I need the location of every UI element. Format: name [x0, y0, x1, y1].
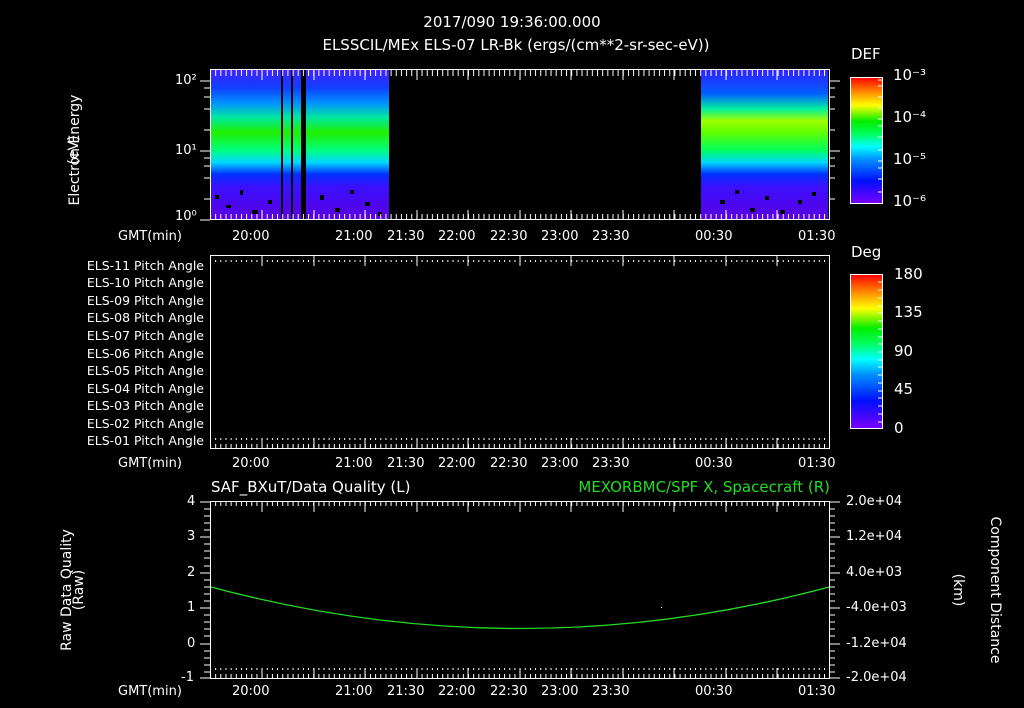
xtick: 00:30 [695, 684, 733, 699]
xtick: 21:30 [387, 684, 425, 699]
xtick: 23:30 [592, 456, 630, 471]
xtick: 21:00 [335, 229, 373, 244]
xtick: 22:00 [438, 684, 476, 699]
colorbar-def-tick: 10⁻⁴ [893, 108, 927, 126]
ytick-right: -2.0e+04 [846, 670, 907, 685]
panel3-ylabel-right: Component Distance [982, 500, 1003, 680]
row-label: ELS-10 Pitch Angle [86, 275, 204, 290]
spectrogram-data-right [701, 70, 828, 219]
panel1-xaxis-label: GMT(min) [118, 229, 182, 244]
xtick: 01:30 [798, 684, 836, 699]
xtick: 21:30 [387, 229, 425, 244]
xtick: 22:00 [438, 229, 476, 244]
panel3-right-title: MEXORBMC/SPF X, Spacecraft (R) [578, 478, 830, 496]
xtick: 22:30 [490, 229, 528, 244]
ytick-right: 4.0e+03 [846, 565, 903, 580]
panel3-yunit-right-text: (km) [950, 573, 966, 607]
xtick: 22:00 [438, 456, 476, 471]
ytick-left: 4 [187, 494, 196, 509]
xtick: 23:00 [541, 229, 579, 244]
plot-title: ELSSCIL/MEx ELS-07 LR-Bk (ergs/(cm**2-sr… [322, 36, 710, 54]
row-label: ELS-08 Pitch Angle [86, 310, 204, 325]
row-label: ELS-03 Pitch Angle [86, 398, 204, 413]
row-label: ELS-06 Pitch Angle [86, 346, 204, 361]
ytick-left: 2 [187, 565, 196, 580]
panel1-ytick-100: 10² [175, 73, 197, 88]
spectrogram-data-left [211, 70, 389, 219]
ytick-left: 3 [187, 529, 196, 544]
panel1-ytick-1: 10⁰ [175, 209, 197, 224]
xtick: 23:00 [541, 456, 579, 471]
xtick: 20:00 [232, 229, 270, 244]
row-label: ELS-02 Pitch Angle [86, 416, 204, 431]
row-label: ELS-09 Pitch Angle [86, 293, 204, 308]
xtick: 23:00 [541, 684, 579, 699]
row-label: ELS-07 Pitch Angle [86, 328, 204, 343]
xtick: 21:30 [387, 456, 425, 471]
xtick: 23:30 [592, 229, 630, 244]
colorbar-deg-tick: 90 [894, 342, 914, 360]
row-label: ELS-05 Pitch Angle [86, 363, 204, 378]
panel1-yunit-text: (eV) [66, 135, 82, 165]
colorbar-def [850, 77, 883, 204]
colorbar-deg [850, 274, 883, 429]
panel1-yunit: (eV) [66, 120, 87, 180]
xtick: 23:30 [592, 684, 630, 699]
spacecraft-x-line [210, 586, 830, 630]
colorbar-def-tick: 10⁻⁵ [893, 150, 927, 168]
data-quality-panel [210, 501, 830, 679]
colorbar-deg-tick: 180 [894, 265, 923, 283]
xtick: 01:30 [798, 456, 836, 471]
ytick-left: 1 [187, 600, 196, 615]
panel1-ytick-10: 10¹ [175, 143, 197, 158]
row-label: ELS-11 Pitch Angle [86, 258, 204, 273]
row-label: ELS-04 Pitch Angle [86, 381, 204, 396]
panel3-yunit-left: (Raw) [71, 560, 92, 620]
ytick-left: 0 [187, 636, 196, 651]
ytick-right: -1.2e+04 [846, 636, 907, 651]
xtick: 21:00 [335, 684, 373, 699]
xtick: 20:00 [232, 456, 270, 471]
colorbar-deg-tick: 45 [894, 380, 914, 398]
plot-timestamp: 2017/090 19:36:00.000 [423, 13, 601, 31]
panel3-left-title: SAF_BXuT/Data Quality (L) [211, 478, 411, 496]
colorbar-deg-tick: 135 [894, 303, 923, 321]
xtick: 22:30 [490, 684, 528, 699]
row-label: ELS-01 Pitch Angle [86, 433, 204, 448]
xtick: 00:30 [695, 456, 733, 471]
ytick-left: -1 [181, 670, 194, 685]
xtick: 01:30 [798, 229, 836, 244]
ytick-right: -4.0e+03 [846, 600, 907, 615]
ytick-right: 2.0e+04 [846, 494, 903, 509]
panel3-yunit-left-text: (Raw) [71, 569, 87, 611]
pitch-angle-panel [210, 255, 830, 449]
xtick: 21:00 [335, 456, 373, 471]
panel2-xaxis-label: GMT(min) [118, 456, 182, 471]
xtick: 00:30 [695, 229, 733, 244]
colorbar-deg-title: Deg [851, 243, 882, 261]
colorbar-def-title: DEF [851, 45, 881, 63]
xtick: 22:30 [490, 456, 528, 471]
xtick: 20:00 [232, 684, 270, 699]
colorbar-def-tick: 10⁻³ [893, 66, 927, 84]
colorbar-def-tick: 10⁻⁶ [893, 192, 927, 210]
colorbar-deg-tick: 0 [894, 419, 904, 437]
ytick-right: 1.2e+04 [846, 529, 903, 544]
panel3-ylabel-right-text: Component Distance [987, 516, 1003, 664]
panel3-yunit-right: (km) [945, 560, 966, 620]
panel3-xaxis-label: GMT(min) [118, 684, 182, 699]
